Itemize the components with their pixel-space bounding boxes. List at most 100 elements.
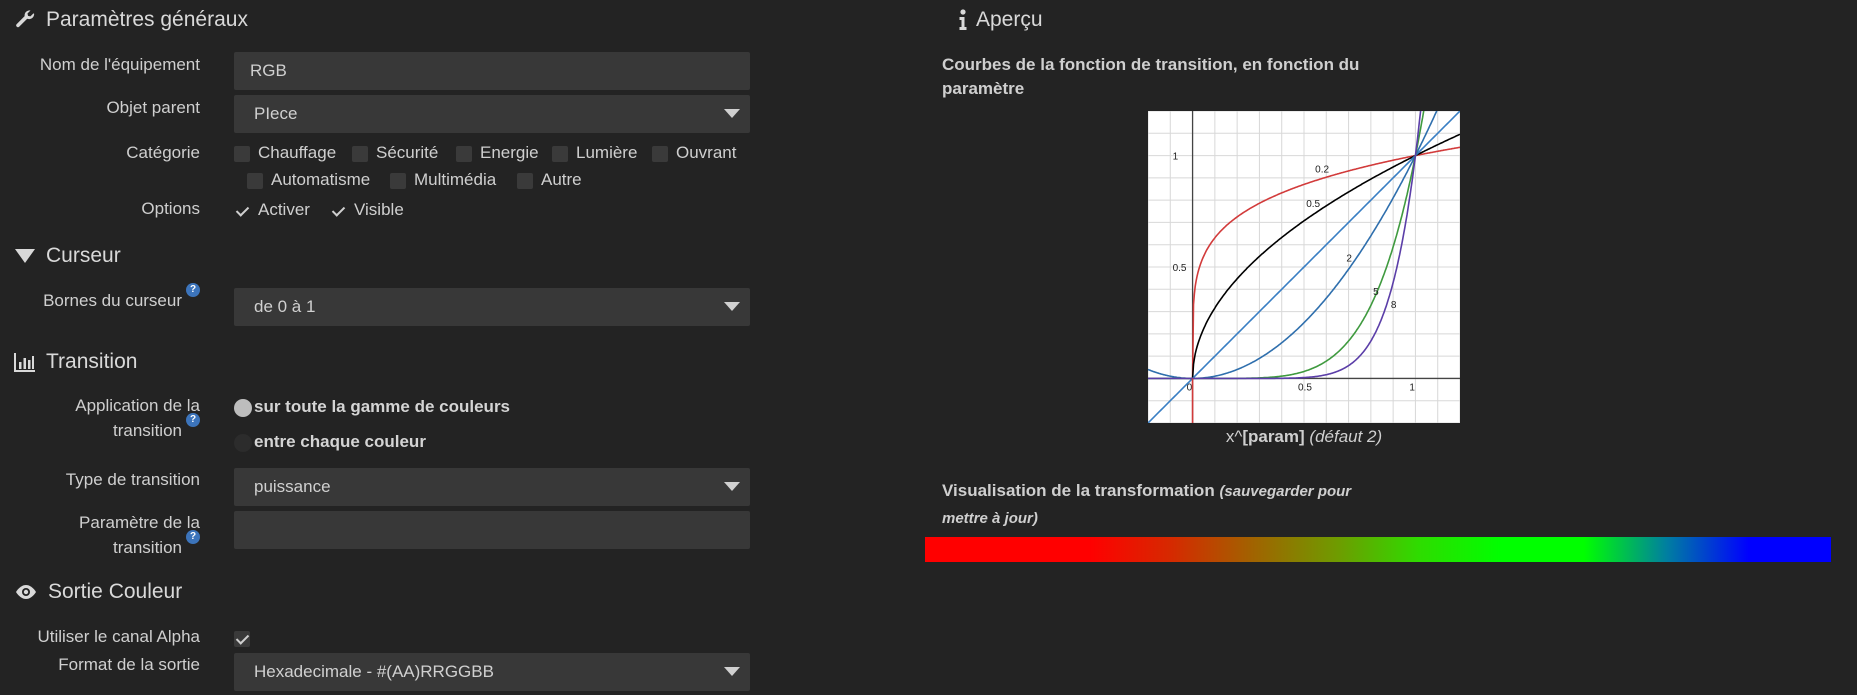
application-label: Application de la transition?: [16, 393, 200, 443]
help-icon[interactable]: ?: [186, 530, 200, 544]
checkbox-box[interactable]: [247, 172, 263, 189]
category-checkbox-7[interactable]: Autre: [517, 170, 582, 190]
application-radio-1[interactable]: entre chaque couleur: [234, 432, 426, 452]
checkbox-box[interactable]: [330, 203, 346, 219]
caption-default: (défaut 2): [1309, 427, 1383, 446]
category-checkbox-6[interactable]: Multimédia: [390, 170, 496, 190]
parent-select[interactable]: PIece: [234, 95, 750, 133]
checkbox-box[interactable]: [352, 145, 368, 162]
curve-label: 0.2: [1315, 164, 1329, 175]
category-checkbox-5[interactable]: Automatisme: [247, 170, 370, 190]
param-label: Paramètre de la transition?: [16, 510, 200, 560]
format-select-value: Hexadecimale - #(AA)RRGGBB: [254, 662, 494, 681]
options-label: Options: [141, 199, 200, 218]
category-label-text: Multimédia: [414, 170, 497, 189]
param-input[interactable]: [234, 511, 750, 549]
application-radio-0[interactable]: sur toute la gamme de couleurs: [234, 397, 510, 417]
param-label-line2-text: transition: [113, 538, 182, 557]
chevron-down-icon: [724, 109, 740, 118]
category-label: Catégorie: [126, 143, 200, 162]
category-checkbox-0[interactable]: Chauffage: [234, 143, 336, 163]
checkbox-box[interactable]: [517, 172, 533, 189]
cursor-section-header[interactable]: Curseur: [14, 244, 121, 268]
curves-title-line1: Courbes de la fonction de transition, en…: [942, 55, 1360, 74]
alpha-label: Utiliser le canal Alpha: [37, 627, 200, 646]
category-label-text: Ouvrant: [676, 143, 737, 162]
type-select-value: puissance: [254, 477, 331, 496]
type-select[interactable]: puissance: [234, 468, 750, 506]
curve-label: 2: [1346, 253, 1352, 264]
option-checkbox-0[interactable]: Activer: [234, 200, 310, 220]
alpha-checkbox-box[interactable]: [234, 630, 250, 647]
transition-chart-svg: 0 0.5 1 0.5 1 0.2 0.5 2 5 8: [1147, 45, 1461, 424]
caret-down-icon: [14, 247, 36, 265]
category-label-text: Automatisme: [271, 170, 371, 189]
caption-param: [param]: [1242, 427, 1305, 446]
name-input[interactable]: RGB: [234, 52, 750, 90]
curve-1: [1147, 110, 1461, 424]
help-icon[interactable]: ?: [186, 413, 200, 427]
radio-button[interactable]: [234, 398, 252, 417]
viz-note-2: mettre à jour): [942, 510, 1038, 527]
bounds-select[interactable]: de 0 à 1: [234, 288, 750, 326]
eye-icon: [14, 584, 38, 600]
y-tick-label: 0.5: [1173, 263, 1187, 274]
bounds-select-value: de 0 à 1: [254, 297, 316, 316]
option-checkbox-1[interactable]: Visible: [330, 200, 404, 220]
transition-section-title: Transition: [46, 350, 138, 373]
info-icon: [958, 9, 968, 31]
bar-chart-icon: [14, 352, 36, 372]
chevron-down-icon: [724, 302, 740, 311]
category-checkbox-4[interactable]: Ouvrant: [652, 143, 736, 163]
option-label-text: Visible: [354, 200, 404, 219]
category-checkbox-3[interactable]: Lumière: [552, 143, 637, 163]
general-section-title: Paramètres généraux: [46, 8, 248, 31]
application-label-line1: Application de la: [75, 396, 200, 415]
color-gradient-bar: [925, 537, 1831, 562]
parent-label: Objet parent: [106, 98, 200, 117]
x-tick-label: 0: [1187, 382, 1193, 393]
transition-chart: 0 0.5 1 0.5 1 0.2 0.5 2 5 8: [1147, 45, 1461, 424]
chart-caption: x^[param] (défaut 2): [1148, 427, 1460, 447]
cursor-section-title: Curseur: [46, 244, 121, 267]
viz-title: Visualisation de la transformation: [942, 481, 1215, 500]
viz-title-block: Visualisation de la transformation (sauv…: [942, 478, 1362, 532]
chevron-down-icon: [724, 482, 740, 491]
curve-8: [1148, 47, 1428, 380]
option-label-text: Activer: [258, 200, 310, 219]
checkbox-box[interactable]: [234, 203, 250, 219]
category-label-text: Lumière: [576, 143, 638, 162]
curve-label: 5: [1373, 287, 1379, 298]
category-checkbox-2[interactable]: Energie: [456, 143, 539, 163]
bounds-label: Bornes du curseur?: [16, 283, 200, 313]
format-label: Format de la sortie: [58, 655, 200, 674]
checkbox-box[interactable]: [552, 145, 568, 162]
checkbox-box[interactable]: [456, 145, 472, 162]
checkbox-box[interactable]: [234, 145, 250, 162]
y-tick-label: 1: [1173, 152, 1179, 163]
output-section-header: Sortie Couleur: [14, 580, 182, 604]
name-label: Nom de l'équipement: [39, 55, 200, 74]
category-label-text: Sécurité: [376, 143, 439, 162]
radio-label-text: sur toute la gamme de couleurs: [254, 397, 511, 416]
category-label-text: Chauffage: [258, 143, 337, 162]
category-label-text: Energie: [480, 143, 539, 162]
format-select[interactable]: Hexadecimale - #(AA)RRGGBB: [234, 653, 750, 691]
checkbox-box[interactable]: [390, 172, 406, 189]
curves-title-line2: paramètre: [942, 79, 1025, 98]
param-label-line2: transition?: [16, 530, 200, 560]
parent-select-value: PIece: [254, 104, 298, 123]
curve-label: 0.5: [1306, 199, 1320, 210]
alpha-checkbox[interactable]: [234, 630, 258, 648]
category-checkbox-1[interactable]: Sécurité: [352, 143, 438, 163]
x-tick-label: 0.5: [1298, 382, 1312, 393]
checkbox-box[interactable]: [652, 145, 668, 162]
general-section-header: Paramètres généraux: [14, 8, 248, 32]
name-input-value: RGB: [250, 61, 287, 80]
radio-label-text: entre chaque couleur: [254, 432, 426, 451]
curve-label: 8: [1391, 300, 1397, 311]
caption-prefix: x^: [1225, 427, 1243, 446]
help-icon[interactable]: ?: [186, 283, 200, 297]
preview-section-header: Aperçu: [958, 8, 1043, 32]
radio-button[interactable]: [234, 433, 252, 452]
